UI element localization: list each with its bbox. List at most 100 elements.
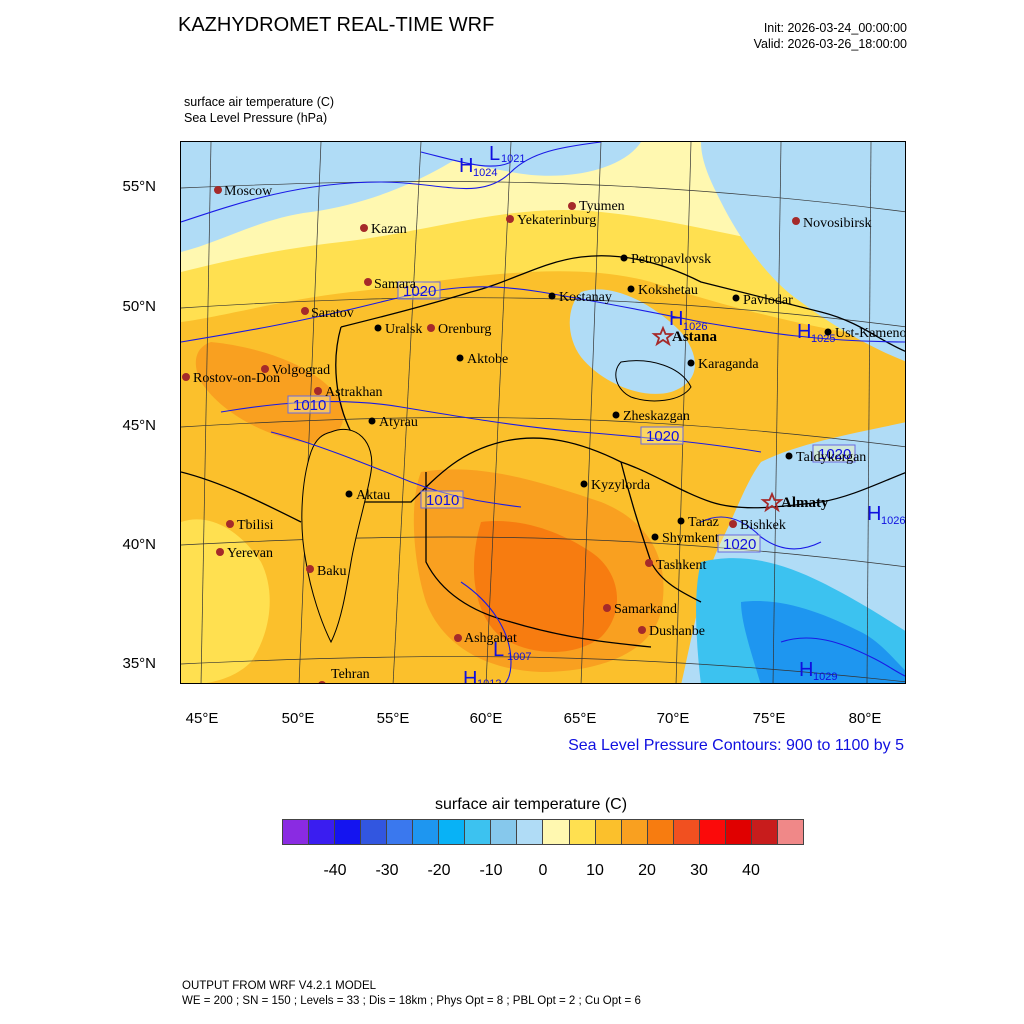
balkhash-lake bbox=[615, 360, 692, 402]
colorbar-cell bbox=[491, 820, 518, 844]
city-label-moscow: Moscow bbox=[224, 184, 273, 199]
city-label-yekaterinburg: Yekaterinburg bbox=[517, 213, 596, 228]
lat-label-35: 35°N bbox=[122, 655, 156, 672]
isobar-tibet bbox=[780, 637, 905, 677]
colorbar-cell bbox=[543, 820, 570, 844]
isobar-1007 bbox=[460, 581, 512, 683]
footer-model: OUTPUT FROM WRF V4.2.1 MODEL bbox=[182, 980, 377, 992]
contour-label-1020-b: 1020 bbox=[646, 428, 679, 445]
colorbar-cell bbox=[413, 820, 440, 844]
colorbar-tick-20: 20 bbox=[638, 862, 656, 879]
city-marker-zheskazgan bbox=[612, 411, 620, 419]
pamir-frozen-field bbox=[741, 601, 905, 683]
colorbar-tick-minus10: -10 bbox=[479, 862, 503, 879]
lon-75 bbox=[772, 142, 782, 683]
lon-label-55: 55°E bbox=[376, 710, 410, 727]
high-label-tibet: H bbox=[799, 659, 813, 681]
city-label-bishkek: Bishkek bbox=[740, 518, 786, 533]
city-marker-kyzylorda bbox=[580, 480, 588, 488]
run-times: Init: 2026-03-24_00:00:00 Valid: 2026-03… bbox=[754, 20, 907, 52]
isobar-north bbox=[181, 142, 602, 223]
city-marker-baku bbox=[306, 565, 314, 573]
high-label-iran: H bbox=[463, 668, 477, 684]
colorbar-cell bbox=[283, 820, 310, 844]
lon-label-50: 50°E bbox=[281, 710, 315, 727]
turkmen-afghan-border bbox=[510, 621, 652, 648]
isobar-1020-south bbox=[700, 516, 822, 550]
colorbar-tick-0: 0 bbox=[538, 862, 548, 879]
city-label-uralsk: Uralsk bbox=[385, 322, 422, 337]
city-marker-tashkent bbox=[645, 559, 653, 567]
pressure-value-1025: 1025 bbox=[811, 333, 835, 345]
temperature-fields bbox=[181, 142, 905, 683]
colorbar-cell bbox=[387, 820, 414, 844]
colorbar-cell bbox=[517, 820, 544, 844]
city-label-novosibirsk: Novosibirsk bbox=[803, 216, 871, 231]
city-label-samara: Samara bbox=[374, 277, 417, 292]
colorbar-cell bbox=[309, 820, 336, 844]
pressure-value-1026-east: 1026 bbox=[881, 515, 905, 527]
city-marker-orenburg bbox=[427, 324, 435, 332]
colorbar-cell bbox=[699, 820, 726, 844]
graticule bbox=[181, 142, 905, 683]
lat-40 bbox=[181, 536, 905, 568]
high-label-north: H bbox=[459, 155, 473, 177]
karakum-hot-field bbox=[473, 521, 618, 652]
siberia-cold-field bbox=[701, 142, 905, 362]
colorbar-cell bbox=[439, 820, 466, 844]
city-marker-kazan bbox=[360, 224, 368, 232]
colorbar-tick-10: 10 bbox=[586, 862, 604, 879]
colorbar bbox=[282, 819, 804, 845]
lat-label-55: 55°N bbox=[122, 178, 156, 195]
city-marker-kostanay bbox=[548, 292, 556, 300]
colorbar-cell bbox=[595, 820, 622, 844]
contour-box-1020-c bbox=[812, 444, 856, 463]
contour-label-1010-a: 1010 bbox=[293, 397, 326, 414]
city-label-tyumen: Tyumen bbox=[579, 199, 625, 214]
city-label-kokshetau: Kokshetau bbox=[638, 283, 698, 298]
low-label-north: L bbox=[489, 143, 500, 165]
lon-65 bbox=[580, 142, 602, 683]
colorbar-title: surface air temperature (C) bbox=[435, 796, 628, 813]
weather-map: L 1021 H 1024 H 1026 H 1025 H 1026 L 100… bbox=[180, 141, 906, 684]
contour-box-1010-a bbox=[287, 395, 331, 414]
colorbar-tick-minus20: -20 bbox=[427, 862, 451, 879]
city-marker-shymkent bbox=[651, 533, 659, 541]
capital-star-astana bbox=[651, 325, 675, 347]
lat-55 bbox=[181, 181, 905, 213]
colorbar-tick-minus30: -30 bbox=[375, 862, 399, 879]
city-label-saratov: Saratov bbox=[311, 306, 354, 321]
city-marker-yekaterinburg bbox=[506, 215, 514, 223]
city-marker-karaganda bbox=[687, 359, 695, 367]
contour-box-1020-a bbox=[397, 281, 441, 300]
lat-35 bbox=[181, 656, 905, 683]
contour-note: Sea Level Pressure Contours: 900 to 1100… bbox=[568, 737, 904, 754]
lon-55 bbox=[392, 142, 422, 683]
contour-box-1020-d bbox=[717, 534, 761, 553]
pressure-contours bbox=[181, 142, 905, 683]
lat-50 bbox=[181, 297, 905, 328]
colorbar-tick-minus40: -40 bbox=[323, 862, 347, 879]
north-cold-field bbox=[411, 142, 641, 176]
city-label-kyzylorda: Kyzylorda bbox=[591, 478, 651, 493]
capital-star-almaty bbox=[760, 491, 784, 513]
city-marker-tyumen bbox=[568, 202, 576, 210]
contour-label-1020-a: 1020 bbox=[403, 283, 436, 300]
city-label-samarkand: Samarkand bbox=[614, 602, 677, 617]
city-marker-novosibirsk bbox=[792, 217, 800, 225]
city-label-atyrau: Atyrau bbox=[379, 415, 418, 430]
city-label-tbilisi: Tbilisi bbox=[237, 518, 274, 533]
city-marker-bishkek bbox=[729, 520, 737, 528]
city-label-astana: Astana bbox=[672, 329, 718, 345]
pressure-labels: L 1021 H 1024 H 1026 H 1025 H 1026 L 100… bbox=[287, 143, 905, 684]
pressure-value-1026: 1026 bbox=[683, 321, 707, 333]
city-label-dushanbe: Dushanbe bbox=[649, 624, 705, 639]
contour-label-1020-c: 1020 bbox=[818, 446, 851, 463]
city-label-ashgabat: Ashgabat bbox=[464, 631, 517, 646]
city-marker-volgograd bbox=[261, 365, 269, 373]
volga-warm-field bbox=[195, 342, 344, 443]
footer-config: WE = 200 ; SN = 150 ; Levels = 33 ; Dis … bbox=[182, 995, 641, 1007]
city-marker-astrakhan bbox=[314, 387, 322, 395]
city-marker-rostov bbox=[182, 373, 190, 381]
variable-label-temperature: surface air temperature (C) bbox=[184, 95, 335, 109]
